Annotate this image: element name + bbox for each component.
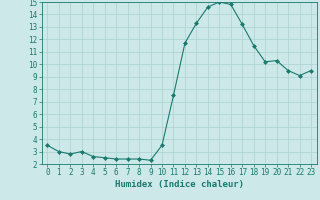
X-axis label: Humidex (Indice chaleur): Humidex (Indice chaleur) <box>115 180 244 189</box>
